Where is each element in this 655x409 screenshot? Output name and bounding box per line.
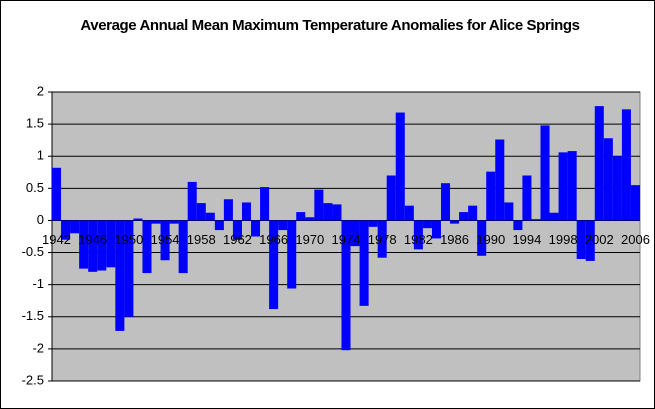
bar xyxy=(359,220,369,306)
bar xyxy=(260,187,270,221)
bar xyxy=(287,220,297,289)
y-tick-label: 0.5 xyxy=(26,180,44,195)
bar xyxy=(450,220,460,224)
bar xyxy=(540,125,550,221)
x-tick-label: 1978 xyxy=(368,232,397,247)
y-tick-label: 2 xyxy=(37,83,44,98)
bar xyxy=(459,212,469,221)
bar xyxy=(269,220,279,310)
y-tick-label: 0 xyxy=(37,212,44,227)
bar xyxy=(278,220,288,231)
x-tick-label: 2006 xyxy=(621,232,650,247)
bar xyxy=(585,220,595,261)
bar xyxy=(404,205,414,221)
bar xyxy=(88,220,98,272)
x-tick-label: 1970 xyxy=(295,232,324,247)
bar xyxy=(52,167,62,221)
bar xyxy=(151,220,161,224)
x-tick-label: 1974 xyxy=(332,232,361,247)
x-tick-label: 1950 xyxy=(114,232,143,247)
bar xyxy=(468,205,478,221)
x-tick-label: 1958 xyxy=(187,232,216,247)
bar xyxy=(413,220,423,250)
x-tick-label: 1990 xyxy=(476,232,505,247)
bar xyxy=(395,112,405,221)
bar xyxy=(522,175,532,221)
bar xyxy=(431,220,441,239)
bar xyxy=(350,220,360,247)
bar xyxy=(142,220,152,274)
x-tick-label: 1954 xyxy=(151,232,180,247)
bar xyxy=(612,156,622,221)
bar xyxy=(115,220,125,331)
bar xyxy=(214,220,224,231)
y-tick-label: -0.5 xyxy=(22,244,44,259)
bar xyxy=(341,220,351,351)
bar xyxy=(440,183,451,221)
bar xyxy=(79,220,89,269)
x-tick-label: 1994 xyxy=(512,232,541,247)
bar xyxy=(368,220,378,227)
bar xyxy=(61,220,71,240)
y-tick-label: 1.5 xyxy=(26,116,44,131)
bar xyxy=(558,152,568,221)
x-tick-label: 1962 xyxy=(223,232,252,247)
bar xyxy=(232,220,242,240)
bar xyxy=(251,220,261,237)
bar xyxy=(513,220,523,231)
bar xyxy=(70,220,80,234)
bar xyxy=(495,139,505,221)
bar xyxy=(576,220,586,259)
x-tick-label: 1942 xyxy=(42,232,71,247)
bar xyxy=(567,151,577,221)
y-tick-label: -2.5 xyxy=(22,372,44,387)
x-tick-label: 1986 xyxy=(440,232,469,247)
bar xyxy=(594,106,604,221)
bar xyxy=(531,219,541,221)
y-tick-label: -2 xyxy=(32,340,44,355)
bar xyxy=(377,220,387,258)
bar xyxy=(323,203,333,221)
x-tick-label: 1966 xyxy=(259,232,288,247)
bar xyxy=(187,181,197,221)
bar xyxy=(178,220,188,274)
bar xyxy=(124,220,134,317)
bar xyxy=(486,171,496,221)
bar xyxy=(296,212,306,221)
bar xyxy=(314,189,324,221)
bar xyxy=(205,212,215,221)
x-tick-label: 1946 xyxy=(78,232,107,247)
y-tick-label: -1 xyxy=(32,276,44,291)
y-tick-label: -1.5 xyxy=(22,308,44,323)
bar xyxy=(169,220,179,224)
bar xyxy=(621,109,631,221)
bar xyxy=(241,202,252,221)
bar xyxy=(603,138,613,221)
bar xyxy=(196,203,206,221)
bar xyxy=(386,175,396,221)
x-tick-label: 1982 xyxy=(404,232,433,247)
chart-title: Average Annual Mean Maximum Temperature … xyxy=(80,17,580,34)
bar xyxy=(97,220,107,271)
bar xyxy=(160,220,170,261)
x-tick-label: 1998 xyxy=(549,232,578,247)
bar xyxy=(630,185,640,221)
x-tick-label: 2002 xyxy=(585,232,614,247)
bar xyxy=(477,220,487,256)
bar xyxy=(422,220,432,229)
bar xyxy=(504,202,514,221)
bar xyxy=(223,199,233,221)
bar xyxy=(133,218,143,221)
bar xyxy=(332,204,342,221)
bar xyxy=(549,212,559,221)
bar xyxy=(106,220,116,268)
bar xyxy=(305,217,315,221)
y-tick-label: 1 xyxy=(37,148,44,163)
